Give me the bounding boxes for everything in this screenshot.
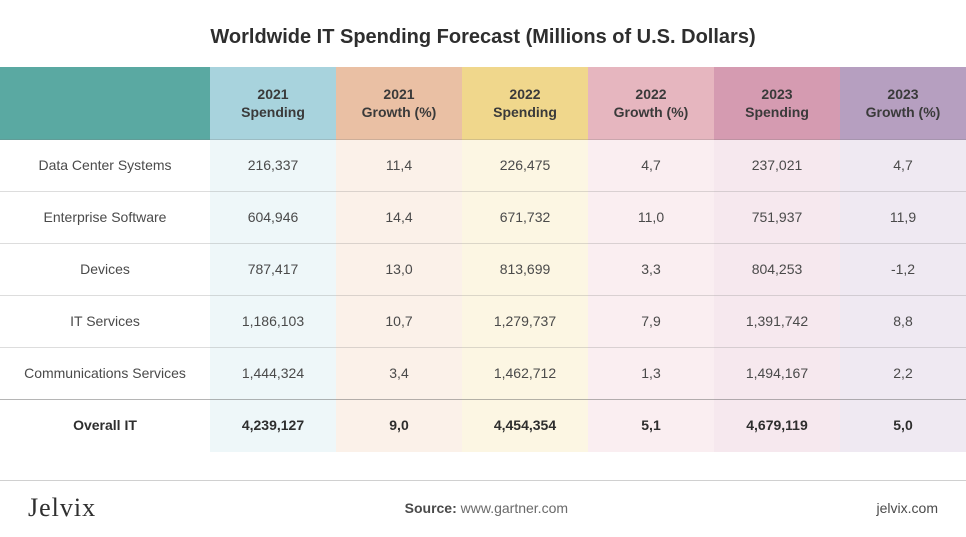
source-label: Source: xyxy=(405,500,457,516)
cell-s2021: 4,239,127 xyxy=(210,400,336,452)
cell-g2022: 11,0 xyxy=(588,192,714,244)
row-label: Enterprise Software xyxy=(0,192,210,244)
header-s2023: 2023Spending xyxy=(714,67,840,140)
cell-g2021: 13,0 xyxy=(336,244,462,296)
cell-g2022: 3,3 xyxy=(588,244,714,296)
cell-s2022: 1,462,712 xyxy=(462,348,588,400)
table-row: Enterprise Software604,94614,4671,73211,… xyxy=(0,192,966,244)
table-row: Communications Services1,444,3243,41,462… xyxy=(0,348,966,400)
header-g2021: 2021Growth (%) xyxy=(336,67,462,140)
table-row: Devices787,41713,0813,6993,3804,253-1,2 xyxy=(0,244,966,296)
cell-s2022: 1,279,737 xyxy=(462,296,588,348)
cell-g2023: 4,7 xyxy=(840,140,966,192)
cell-g2021: 3,4 xyxy=(336,348,462,400)
cell-s2023: 4,679,119 xyxy=(714,400,840,452)
cell-s2023: 751,937 xyxy=(714,192,840,244)
table-row-total: Overall IT4,239,1279,04,454,3545,14,679,… xyxy=(0,400,966,452)
cell-g2021: 9,0 xyxy=(336,400,462,452)
cell-s2023: 1,494,167 xyxy=(714,348,840,400)
cell-g2023: 11,9 xyxy=(840,192,966,244)
footer-bar: Jelvix Source: www.gartner.com jelvix.co… xyxy=(0,480,966,537)
table-row: Data Center Systems216,33711,4226,4754,7… xyxy=(0,140,966,192)
row-label: Communications Services xyxy=(0,348,210,400)
cell-g2022: 7,9 xyxy=(588,296,714,348)
row-label: Overall IT xyxy=(0,400,210,452)
cell-g2023: -1,2 xyxy=(840,244,966,296)
cell-g2023: 8,8 xyxy=(840,296,966,348)
cell-s2022: 226,475 xyxy=(462,140,588,192)
cell-g2021: 11,4 xyxy=(336,140,462,192)
header-s2022: 2022Spending xyxy=(462,67,588,140)
row-label: Devices xyxy=(0,244,210,296)
brand-logo-left: Jelvix xyxy=(28,493,96,523)
source-value: www.gartner.com xyxy=(461,500,568,516)
source-attribution: Source: www.gartner.com xyxy=(405,500,568,516)
cell-g2022: 5,1 xyxy=(588,400,714,452)
brand-link-right: jelvix.com xyxy=(877,500,938,516)
forecast-table: 2021Spending2021Growth (%)2022Spending20… xyxy=(0,67,966,452)
table-row: IT Services1,186,10310,71,279,7377,91,39… xyxy=(0,296,966,348)
cell-s2022: 4,454,354 xyxy=(462,400,588,452)
cell-g2023: 2,2 xyxy=(840,348,966,400)
header-g2023: 2023Growth (%) xyxy=(840,67,966,140)
cell-g2021: 14,4 xyxy=(336,192,462,244)
page-container: Worldwide IT Spending Forecast (Millions… xyxy=(0,0,966,537)
table-header-row: 2021Spending2021Growth (%)2022Spending20… xyxy=(0,67,966,140)
cell-s2021: 216,337 xyxy=(210,140,336,192)
table-body: Data Center Systems216,33711,4226,4754,7… xyxy=(0,140,966,452)
cell-s2021: 1,186,103 xyxy=(210,296,336,348)
cell-s2023: 237,021 xyxy=(714,140,840,192)
header-s2021: 2021Spending xyxy=(210,67,336,140)
header-blank xyxy=(0,67,210,140)
row-label: IT Services xyxy=(0,296,210,348)
cell-g2023: 5,0 xyxy=(840,400,966,452)
row-label: Data Center Systems xyxy=(0,140,210,192)
cell-g2021: 10,7 xyxy=(336,296,462,348)
cell-s2022: 813,699 xyxy=(462,244,588,296)
cell-s2023: 1,391,742 xyxy=(714,296,840,348)
cell-g2022: 4,7 xyxy=(588,140,714,192)
cell-s2023: 804,253 xyxy=(714,244,840,296)
cell-s2022: 671,732 xyxy=(462,192,588,244)
cell-s2021: 787,417 xyxy=(210,244,336,296)
cell-s2021: 1,444,324 xyxy=(210,348,336,400)
cell-s2021: 604,946 xyxy=(210,192,336,244)
page-title: Worldwide IT Spending Forecast (Millions… xyxy=(0,0,966,67)
header-g2022: 2022Growth (%) xyxy=(588,67,714,140)
cell-g2022: 1,3 xyxy=(588,348,714,400)
